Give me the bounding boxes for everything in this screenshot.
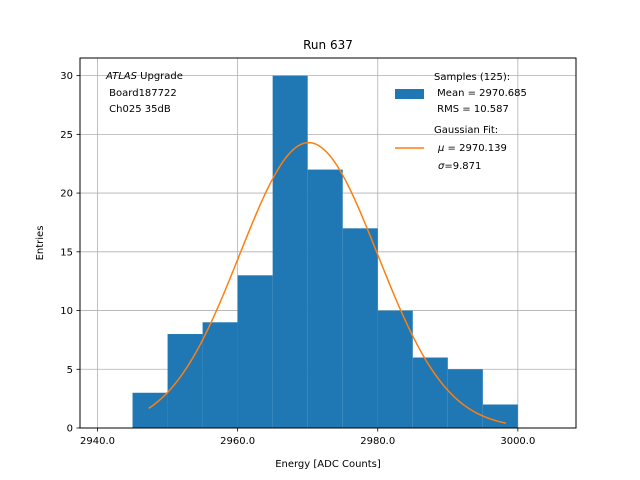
histogram-bar xyxy=(377,310,413,428)
legend-sigma-value: =9.871 xyxy=(444,161,481,172)
x-tick-label: 2940.0 xyxy=(80,436,115,447)
annotation-line-1: ATLAS Upgrade xyxy=(105,71,183,82)
y-tick-label: 20 xyxy=(60,189,73,200)
y-tick-label: 5 xyxy=(67,365,73,376)
y-tick-label: 10 xyxy=(60,306,73,317)
y-tick-label: 15 xyxy=(60,247,73,258)
histogram-bar xyxy=(167,334,203,428)
histogram-bars xyxy=(132,75,518,429)
plot-frame xyxy=(79,57,577,429)
legend-sigma-symbol: σ xyxy=(438,161,445,172)
y-tick-label: 25 xyxy=(60,130,73,141)
histogram-bar xyxy=(307,169,343,429)
chart-title: Run 637 xyxy=(303,38,353,52)
histogram-bar xyxy=(412,357,448,428)
histogram-bar xyxy=(342,228,378,428)
legend: Samples (125): Mean = 2970.685 RMS = 10.… xyxy=(395,72,527,172)
histogram-bar xyxy=(482,404,518,428)
y-tick-label: 30 xyxy=(60,71,73,82)
legend-samples-mean: Mean = 2970.685 xyxy=(434,88,527,99)
legend-mu-value: = 2970.139 xyxy=(444,143,506,154)
atlas-annotation: ATLAS Upgrade Board187722 Ch025 35dB xyxy=(105,71,183,115)
annotation-channel: Ch025 35dB xyxy=(106,104,171,115)
histogram-bar xyxy=(272,75,308,428)
legend-samples-rms: RMS = 10.587 xyxy=(434,104,509,115)
annotation-upgrade: Upgrade xyxy=(137,71,183,82)
histogram-bar xyxy=(447,369,483,428)
legend-fit-sigma: σ=9.871 xyxy=(438,161,481,172)
y-axis-label: Entries xyxy=(35,226,46,261)
legend-fit-title: Gaussian Fit: xyxy=(434,125,498,136)
x-axis-label: Energy [ADC Counts] xyxy=(275,459,381,470)
annotation-board: Board187722 xyxy=(106,88,177,99)
legend-samples-title: Samples (125): xyxy=(434,72,510,83)
histogram-bar xyxy=(237,275,273,428)
x-tick-label: 2960.0 xyxy=(220,436,255,447)
histogram-bar xyxy=(202,322,238,428)
fit-curve xyxy=(148,141,507,424)
annotation-atlas: ATLAS xyxy=(105,71,138,82)
legend-mu-symbol: μ xyxy=(437,143,444,154)
x-tick-label: 3000.0 xyxy=(500,436,535,447)
y-tick-label: 0 xyxy=(67,424,73,435)
gaussian-fit xyxy=(148,141,507,424)
axis-ticks: 2940.0 2960.0 2980.0 3000.0 0 5 10 15 20 25 30 xyxy=(60,71,535,447)
legend-samples-patch xyxy=(395,89,424,99)
legend-fit-mu: μ = 2970.139 xyxy=(437,143,507,154)
x-tick-label: 2980.0 xyxy=(360,436,395,447)
